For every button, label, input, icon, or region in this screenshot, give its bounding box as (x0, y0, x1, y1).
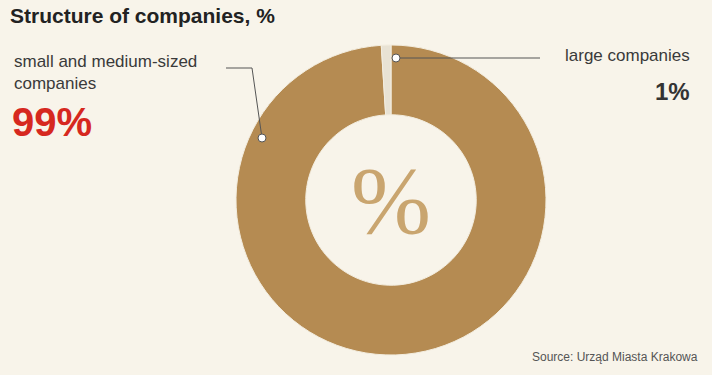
svg-text:1%: 1% (655, 78, 690, 105)
svg-text:%: % (351, 147, 431, 254)
svg-text:large companies: large companies (565, 46, 690, 65)
svg-text:small and medium-sizedcompanie: small and medium-sizedcompanies (14, 52, 197, 93)
svg-text:Structure of companies, %: Structure of companies, % (10, 4, 275, 27)
svg-text:Source: Urząd Miasta Krakowa: Source: Urząd Miasta Krakowa (532, 350, 698, 364)
svg-text:99%: 99% (12, 100, 92, 144)
